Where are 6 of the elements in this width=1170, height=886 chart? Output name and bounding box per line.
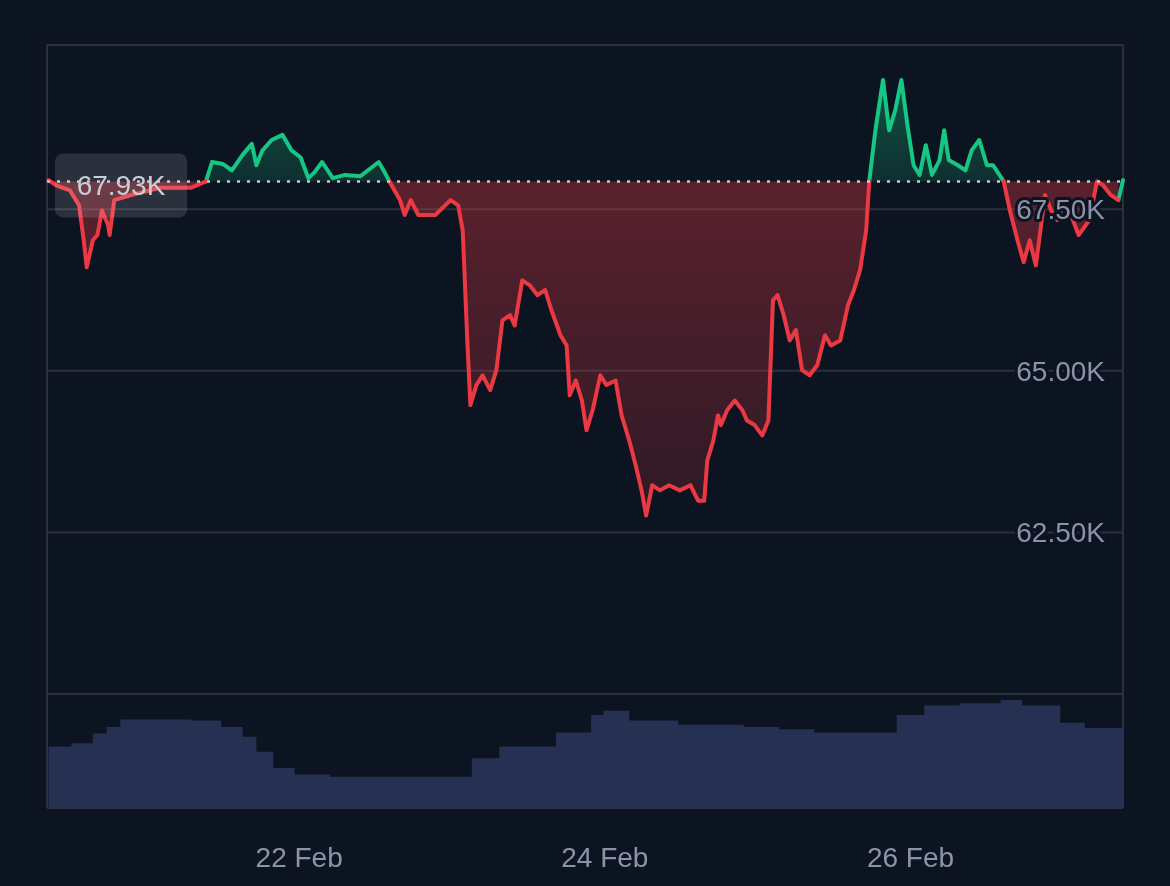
ref-line-label: 67.93K [76, 170, 166, 202]
x-tick-label: 26 Feb [866, 842, 955, 873]
x-tick-label: 24 Feb [561, 842, 649, 873]
y-tick-label: 62.50K [1016, 517, 1106, 549]
x-tick-label: 22 Feb [255, 842, 343, 873]
y-tick-label: 65.00K [1016, 355, 1106, 387]
